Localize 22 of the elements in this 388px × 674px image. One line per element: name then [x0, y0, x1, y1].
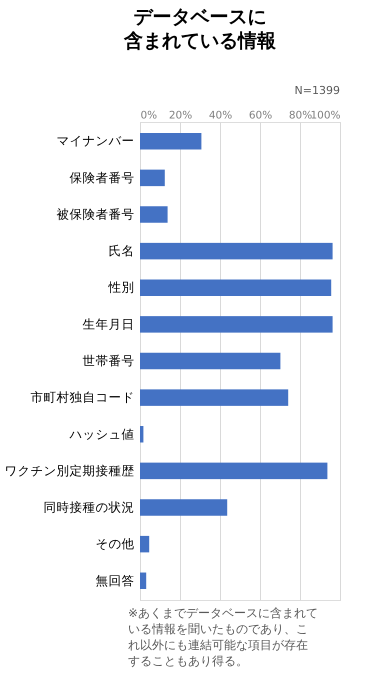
y-tick-label: 性別	[108, 280, 134, 295]
x-tick-label: 0%	[140, 110, 158, 122]
x-tick-label: 80%	[288, 110, 312, 122]
y-tick-label: ワクチン別定期接種歴	[4, 462, 134, 478]
x-tick-label: 40%	[208, 110, 232, 122]
chart-title: データベースに含まれている情報	[123, 6, 277, 52]
y-tick-label: ハッシュ値	[68, 426, 134, 442]
y-tick-label: 被保険者番号	[56, 206, 134, 222]
text: ※あくまでデータベースに含まれている情報を聞いたものであり、これ以外にも連結可能な項目が存在することもあり得る。	[128, 606, 318, 668]
y-tick-label: 保険者番号	[70, 170, 134, 185]
y-tick-label: 同時接種の状況	[44, 500, 134, 515]
y-tick-label: その他	[96, 536, 134, 552]
y-tick-label: マイナンバー	[56, 133, 134, 148]
y-tick-label: 生年月日	[82, 316, 134, 332]
x-tick-label: 20%	[168, 110, 192, 122]
y-tick-label: 市町村独自コード	[30, 390, 134, 405]
x-tick-label: 60%	[248, 110, 272, 122]
y-tick-label: 無回答	[96, 572, 134, 588]
chart-subtitle: N=1399	[294, 84, 340, 97]
x-tick-label: 100%	[310, 110, 341, 122]
y-tick-label: 氏名	[108, 243, 134, 258]
y-tick-label: 世帯番号	[82, 353, 134, 368]
